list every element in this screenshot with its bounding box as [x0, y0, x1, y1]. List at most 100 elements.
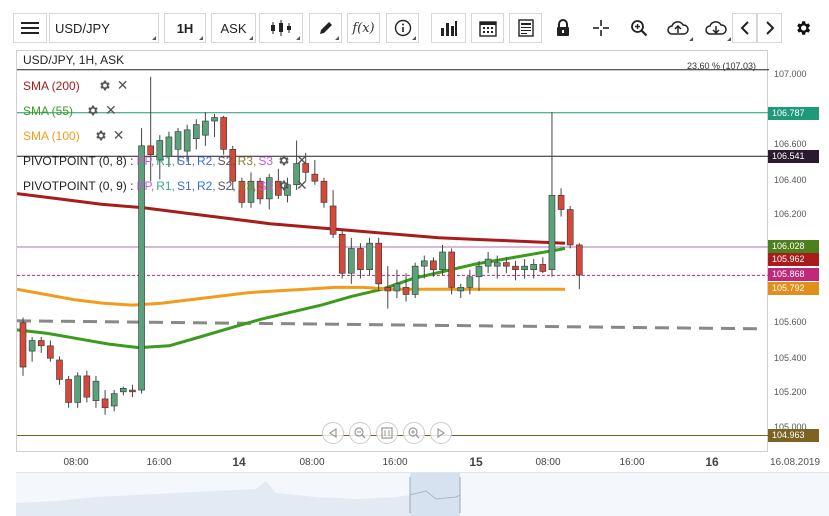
- gear-icon[interactable]: [86, 104, 99, 117]
- candle-body: [202, 120, 209, 136]
- time-axis[interactable]: 08:00 16:00 14 08:00 16:00 15 08:00 16:0…: [16, 452, 768, 472]
- price-label-current: 105.868: [768, 268, 819, 281]
- news-button[interactable]: [509, 13, 542, 43]
- candle-body: [348, 248, 355, 274]
- gear-icon[interactable]: [98, 79, 111, 92]
- scroll-right-button[interactable]: [757, 13, 782, 43]
- candle-body: [156, 140, 164, 161]
- reset-zoom-button[interactable]: [376, 422, 398, 444]
- sma-line-3: [17, 285, 565, 307]
- indicators-button[interactable]: f(x): [347, 13, 380, 43]
- chart-type-button[interactable]: [259, 13, 303, 43]
- candle-body: [448, 251, 455, 288]
- candle-body: [539, 264, 547, 272]
- lock-button[interactable]: [548, 13, 578, 43]
- candle-body: [74, 375, 82, 403]
- candle-body: [393, 283, 401, 292]
- toolbar: USD/JPY 1H ASK f(x): [0, 0, 829, 50]
- close-icon[interactable]: ✕: [112, 127, 125, 143]
- gear-icon[interactable]: [277, 179, 290, 192]
- candle-body: [101, 398, 109, 409]
- bar-chart-icon: [440, 21, 457, 36]
- dropdown-arrow-icon: [335, 36, 339, 40]
- zoom-out-button[interactable]: [349, 422, 371, 444]
- crosshair-button[interactable]: [586, 13, 616, 43]
- gear-icon[interactable]: [94, 129, 107, 142]
- candle-body: [129, 389, 136, 393]
- candle-body: [311, 173, 319, 182]
- download-button[interactable]: [699, 13, 733, 43]
- volume-button[interactable]: [431, 13, 466, 43]
- pivot-item: S3: [258, 153, 274, 168]
- zoom-button[interactable]: [624, 13, 654, 43]
- time-tick: 08:00: [535, 457, 561, 468]
- pivot-item: R3,: [237, 153, 257, 168]
- drawing-tools-button[interactable]: [309, 13, 342, 43]
- price-chart[interactable]: [17, 51, 769, 453]
- candle-body: [357, 248, 364, 271]
- lock-icon: [557, 19, 569, 36]
- magnifier-icon: [631, 20, 648, 37]
- dropdown-arrow-icon: [296, 36, 300, 40]
- candle-body: [366, 242, 373, 270]
- pivot-item: R2,: [196, 178, 216, 193]
- symbol-selector[interactable]: USD/JPY: [49, 13, 159, 43]
- gear-icon[interactable]: [277, 154, 290, 167]
- candle-body: [484, 258, 492, 267]
- candle-body: [557, 195, 565, 210]
- dropdown-arrow-icon: [249, 36, 253, 40]
- candle-body: [110, 393, 118, 407]
- chart-navigation: [322, 422, 452, 444]
- legend-sma-100: SMA (100) ✕: [23, 127, 124, 144]
- current-date-label: 16.08.2019: [770, 457, 821, 468]
- close-icon[interactable]: ✕: [296, 177, 308, 193]
- time-tick-day: 14: [232, 455, 246, 469]
- price-type-selector[interactable]: ASK: [211, 13, 256, 43]
- chart-area[interactable]: [16, 50, 769, 453]
- sma-line-2: [17, 247, 566, 350]
- info-icon: [394, 19, 411, 37]
- fit-icon: [381, 427, 393, 439]
- pivot-label: PIVOTPOINT (0, 8) :: [23, 153, 134, 168]
- close-icon[interactable]: ✕: [296, 152, 308, 168]
- price-axis[interactable]: 107.000 106.600 106.400 106.200 105.600 …: [768, 50, 829, 452]
- scroll-forward-button[interactable]: [430, 422, 452, 444]
- time-tick: 16:00: [619, 457, 645, 468]
- price-type-label: ASK: [220, 20, 247, 36]
- zoom-in-button[interactable]: [403, 422, 425, 444]
- level-line-s2: [17, 319, 758, 331]
- time-tick: 16:00: [146, 457, 172, 468]
- cloud-download-icon: [705, 21, 727, 35]
- navigator-panel[interactable]: [16, 472, 829, 516]
- legend-sma-200: SMA (200) ✕: [23, 77, 128, 94]
- scroll-left-button[interactable]: [732, 13, 757, 43]
- candle-body: [411, 265, 419, 295]
- candle-body: [83, 375, 91, 398]
- upload-button[interactable]: [661, 13, 695, 43]
- scroll-back-button[interactable]: [322, 422, 344, 444]
- candle-body: [402, 287, 410, 295]
- candle-body: [503, 262, 510, 267]
- candlestick-icon: [271, 20, 291, 36]
- candle-body: [302, 163, 310, 173]
- candle-body: [229, 149, 237, 182]
- info-button[interactable]: [386, 13, 419, 43]
- timeframe-selector[interactable]: 1H: [164, 13, 206, 43]
- time-tick-day: 15: [469, 455, 483, 469]
- close-icon[interactable]: ✕: [116, 77, 129, 93]
- calendar-button[interactable]: [471, 13, 504, 43]
- pivot-item: S1,: [176, 153, 195, 168]
- close-icon[interactable]: ✕: [105, 102, 117, 118]
- time-tick: 08:00: [299, 457, 325, 468]
- candle-body: [28, 340, 36, 352]
- chart-title: USD/JPY, 1H, ASK: [23, 53, 125, 67]
- candle-body: [147, 145, 154, 155]
- menu-button[interactable]: [13, 13, 47, 43]
- candle-body: [37, 340, 45, 347]
- time-tick: 08:00: [63, 457, 89, 468]
- settings-button[interactable]: [788, 13, 818, 43]
- candle-body: [174, 131, 182, 150]
- price-tick: 106.200: [774, 209, 807, 219]
- zoom-out-icon: [354, 427, 366, 439]
- candle-body: [475, 265, 483, 278]
